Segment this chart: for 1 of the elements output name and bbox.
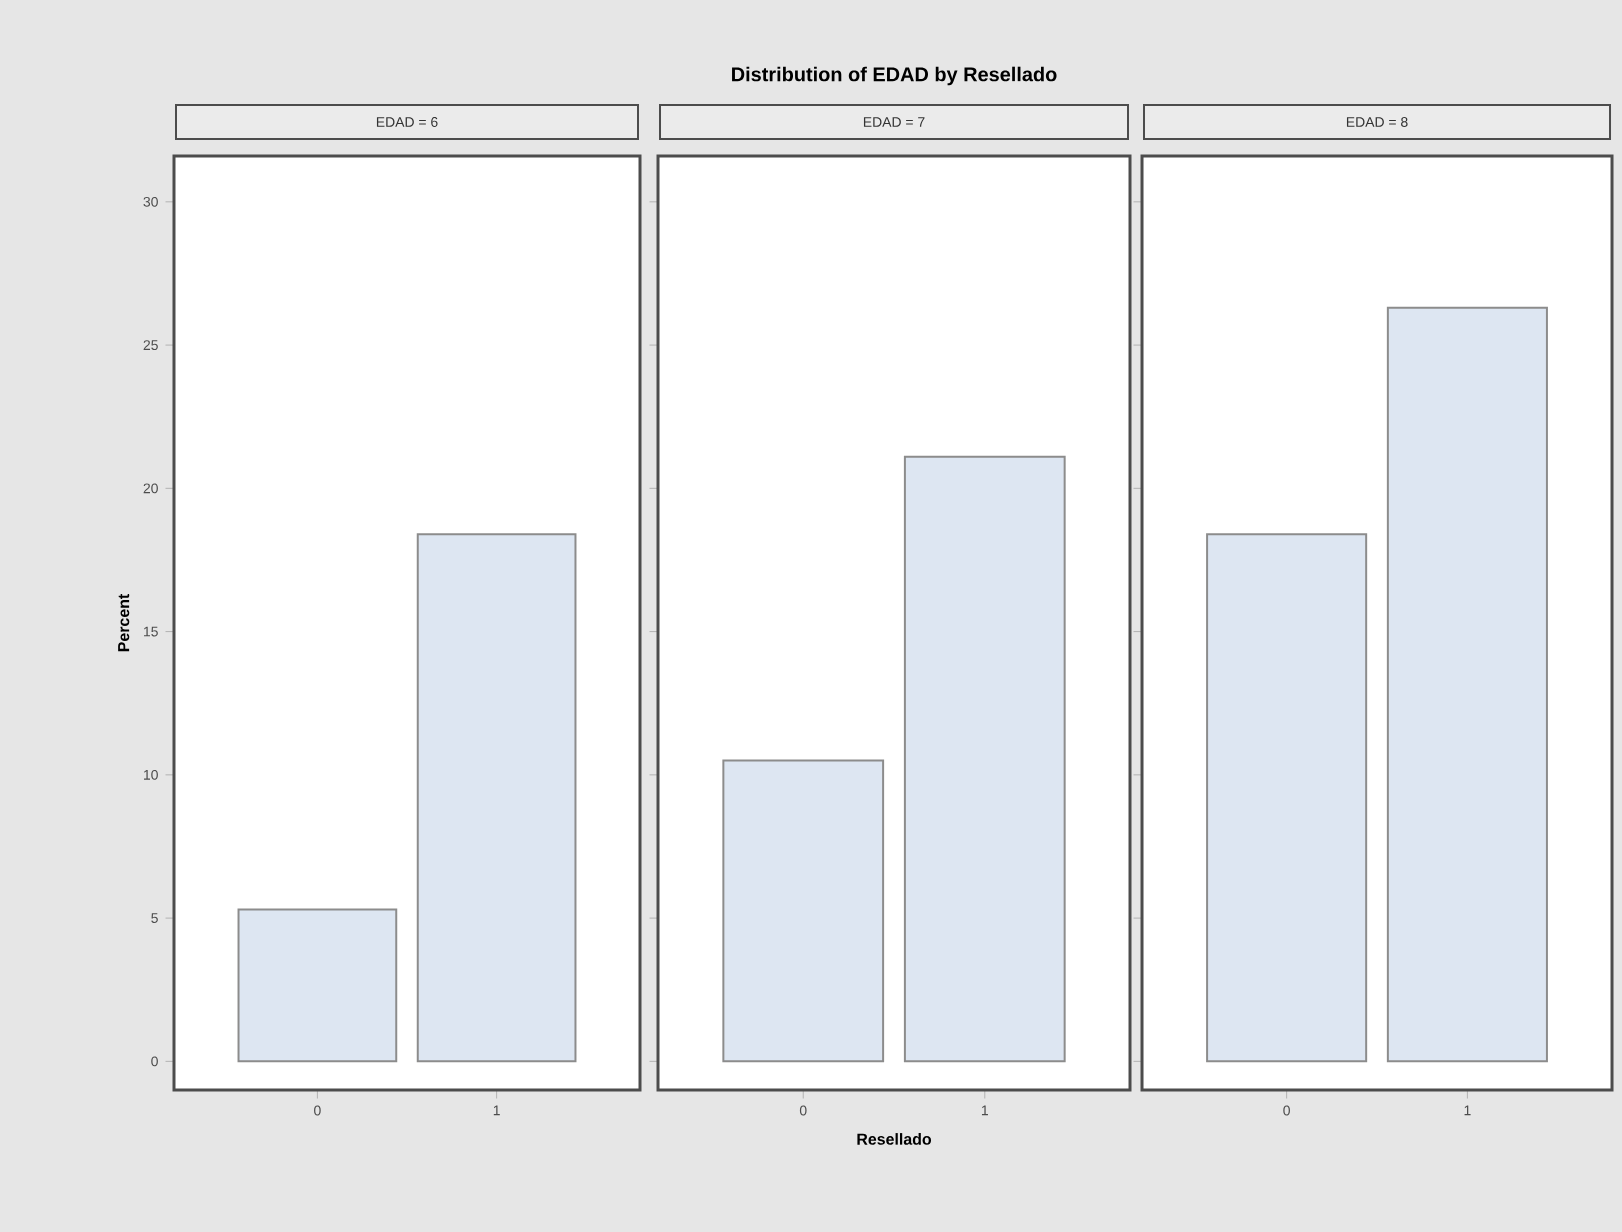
chart-title: Distribution of EDAD by Resellado bbox=[732, 66, 1057, 86]
